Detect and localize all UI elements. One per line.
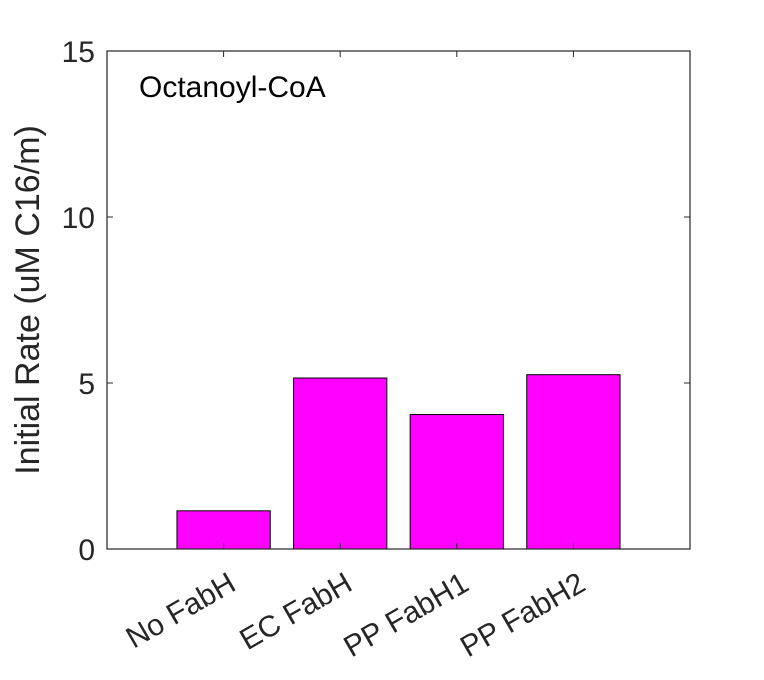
chart-annotation: Octanoyl-CoA bbox=[139, 71, 326, 104]
x-tick-label: No FabH bbox=[121, 566, 241, 655]
bar-no-fabh bbox=[176, 510, 271, 550]
y-axis-title: Initial Rate (uM C16/m) bbox=[9, 125, 47, 475]
y-tick-label: 0 bbox=[78, 534, 95, 567]
y-tick-label: 5 bbox=[78, 368, 95, 401]
bar-ec-fabh bbox=[293, 377, 388, 550]
x-tick-label: PP FabH1 bbox=[338, 566, 474, 664]
plot-frame bbox=[106, 50, 691, 550]
y-tick-label: 10 bbox=[62, 202, 95, 235]
bar-pp-fabh2 bbox=[526, 374, 621, 550]
bars-layer bbox=[176, 374, 621, 550]
bar-pp-fabh1 bbox=[409, 414, 504, 550]
y-tick-label: 15 bbox=[62, 36, 95, 69]
x-tick-label: PP FabH2 bbox=[455, 566, 591, 664]
x-tick-label: EC FabH bbox=[234, 566, 357, 656]
